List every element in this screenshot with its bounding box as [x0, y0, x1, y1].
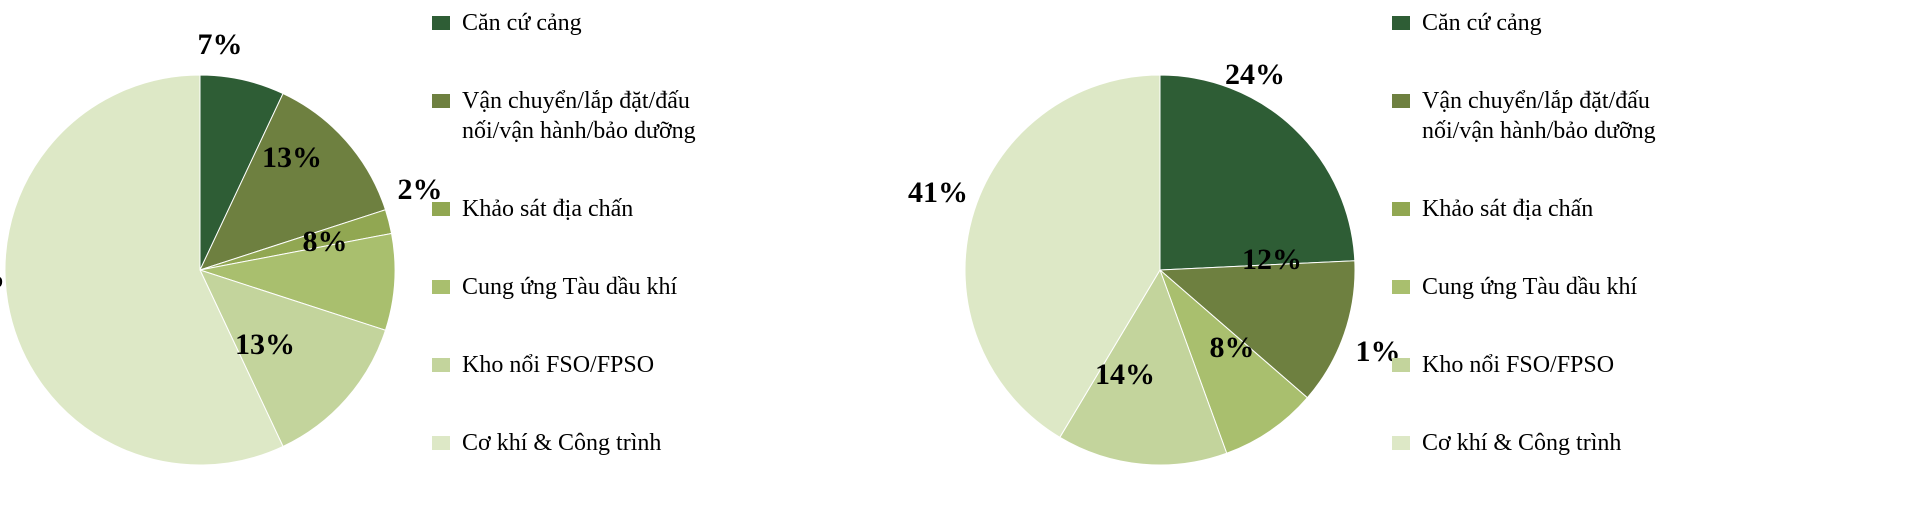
legend-swatch-icon — [432, 280, 450, 294]
chart2-legend-item-khao_sat: Khảo sát địa chấn — [1392, 194, 1682, 224]
chart1-pie — [0, 70, 400, 470]
chart1-legend: Căn cứ cảng Vận chuyển/lắp đặt/đấu nối/vậ… — [432, 8, 722, 458]
legend-label: Cung ứng Tàu dầu khí — [1422, 272, 1637, 302]
legend-swatch-icon — [1392, 280, 1410, 294]
legend-swatch-icon — [432, 358, 450, 372]
legend-swatch-icon — [1392, 94, 1410, 108]
legend-label: Vận chuyển/lắp đặt/đấu nối/vận hành/bảo … — [462, 86, 722, 146]
chart2-legend-item-co_khi: Cơ khí & Công trình — [1392, 428, 1682, 458]
chart1-block: 7%13%2%8%13%57%Căn cứ cảngVận chuyển/lắp… — [0, 0, 960, 511]
chart2-label-can_cu_cang: 24% — [1225, 58, 1285, 92]
legend-swatch-icon — [1392, 202, 1410, 216]
chart2-legend-item-cung_ung: Cung ứng Tàu dầu khí — [1392, 272, 1682, 302]
legend-label: Vận chuyển/lắp đặt/đấu nối/vận hành/bảo … — [1422, 86, 1682, 146]
legend-swatch-icon — [432, 94, 450, 108]
chart1-legend-item-khao_sat: Khảo sát địa chấn — [432, 194, 722, 224]
legend-swatch-icon — [432, 436, 450, 450]
legend-label: Căn cứ cảng — [1422, 8, 1542, 38]
legend-swatch-icon — [432, 16, 450, 30]
legend-label: Cung ứng Tàu dầu khí — [462, 272, 677, 302]
chart1-legend-item-can_cu_cang: Căn cứ cảng — [432, 8, 722, 38]
chart2-slice-can_cu_cang — [1160, 75, 1355, 270]
chart2-label-kho_noi: 14% — [1095, 358, 1155, 392]
chart1-label-van_chuyen: 13% — [262, 141, 322, 175]
chart2-label-van_chuyen: 12% — [1242, 243, 1302, 277]
legend-label: Cơ khí & Công trình — [462, 428, 661, 458]
legend-swatch-icon — [1392, 358, 1410, 372]
chart1-legend-item-cung_ung: Cung ứng Tàu dầu khí — [432, 272, 722, 302]
chart1-label-kho_noi: 13% — [235, 328, 295, 362]
chart2-label-co_khi: 41% — [908, 176, 968, 210]
chart1-legend-item-kho_noi: Kho nổi FSO/FPSO — [432, 350, 722, 380]
chart2-label-cung_ung: 8% — [1210, 331, 1255, 365]
chart1-label-cung_ung: 8% — [303, 225, 348, 259]
legend-label: Khảo sát địa chấn — [1422, 194, 1593, 224]
chart1-label-can_cu_cang: 7% — [198, 28, 243, 62]
chart1-label-co_khi: 57% — [0, 261, 5, 295]
chart1-legend-item-co_khi: Cơ khí & Công trình — [432, 428, 722, 458]
legend-label: Căn cứ cảng — [462, 8, 582, 38]
legend-swatch-icon — [1392, 16, 1410, 30]
chart2-legend-item-van_chuyen: Vận chuyển/lắp đặt/đấu nối/vận hành/bảo … — [1392, 86, 1682, 146]
legend-label: Khảo sát địa chấn — [462, 194, 633, 224]
chart2-block: 24%12%8%14%41%1%Căn cứ cảngVận chuyển/lắ… — [960, 0, 1920, 511]
legend-label: Kho nổi FSO/FPSO — [462, 350, 654, 380]
legend-swatch-icon — [1392, 436, 1410, 450]
chart1-legend-item-van_chuyen: Vận chuyển/lắp đặt/đấu nối/vận hành/bảo … — [432, 86, 722, 146]
legend-swatch-icon — [432, 202, 450, 216]
chart2-legend-item-kho_noi: Kho nổi FSO/FPSO — [1392, 350, 1682, 380]
chart2-legend: Căn cứ cảng Vận chuyển/lắp đặt/đấu nối/vậ… — [1392, 8, 1682, 458]
legend-label: Cơ khí & Công trình — [1422, 428, 1621, 458]
chart2-legend-item-can_cu_cang: Căn cứ cảng — [1392, 8, 1682, 38]
legend-label: Kho nổi FSO/FPSO — [1422, 350, 1614, 380]
